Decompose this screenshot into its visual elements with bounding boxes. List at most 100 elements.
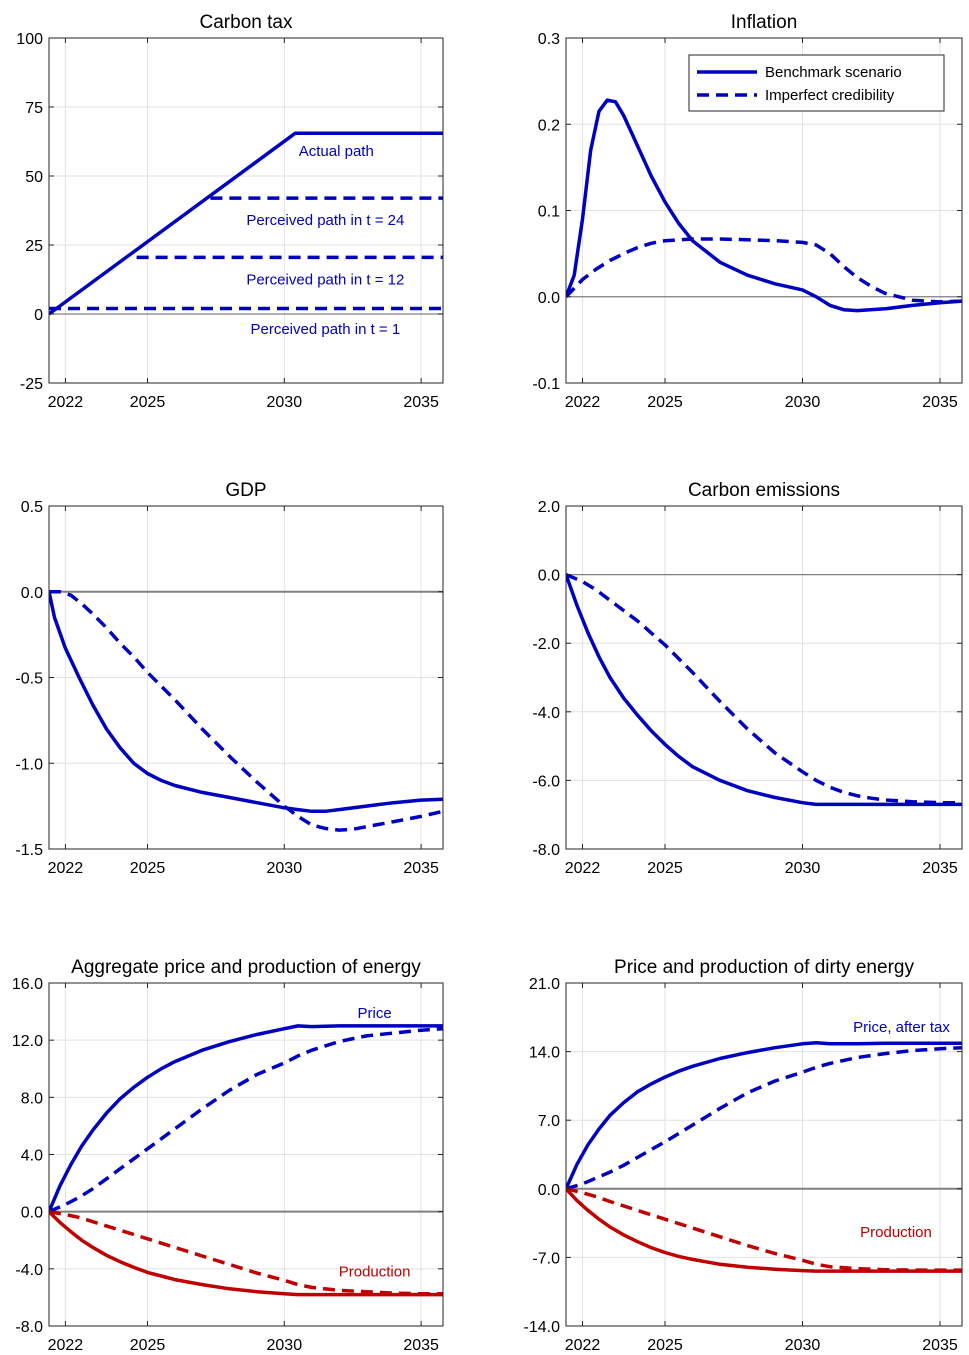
chart-title: Inflation: [731, 12, 798, 33]
legend-label: Benchmark scenario: [765, 64, 902, 81]
series-line-production-benchmark: [566, 1187, 962, 1273]
series-line-price-benchmark: [49, 1024, 443, 1213]
series-line-benchmark: [49, 591, 443, 814]
x-tick-label: 2022: [48, 860, 84, 877]
annotation-label: Production: [860, 1224, 932, 1241]
legend: Benchmark scenario Imperfect credibility: [688, 54, 945, 112]
x-tick-label: 2030: [785, 860, 821, 877]
chart-title: Carbon emissions: [688, 480, 840, 501]
series-line-production-benchmark: [49, 1210, 443, 1297]
annotation-label: Perceived path in t = 12: [246, 272, 404, 289]
x-tick-label: 2025: [130, 860, 166, 877]
axes-frame: [48, 37, 444, 384]
x-tick-label: 2022: [565, 1337, 601, 1354]
y-tick-label: -1.0: [15, 756, 43, 773]
series-line-imperfect: [49, 590, 443, 832]
chart-title: GDP: [225, 480, 266, 501]
y-tick-label: 0.0: [538, 568, 560, 585]
series-line-benchmark: [566, 574, 962, 807]
plot-area: [49, 38, 443, 383]
y-tick-label: -6.0: [532, 773, 560, 790]
annotation-label: Price, after tax: [853, 1019, 950, 1036]
x-tick-label: 2022: [565, 394, 601, 411]
series-line-actual: [49, 131, 443, 316]
axes-frame: [565, 505, 963, 850]
x-tick-label: 2022: [565, 860, 601, 877]
y-tick-label: 0.3: [538, 31, 560, 48]
chart-title: Aggregate price and production of energy: [71, 957, 421, 978]
y-tick-label: -2.0: [532, 636, 560, 653]
y-tick-label: -7.0: [532, 1250, 560, 1267]
x-tick-label: 2030: [267, 394, 303, 411]
x-tick-label: 2025: [647, 394, 683, 411]
y-tick-label: 0.0: [21, 1205, 43, 1222]
x-tick-label: 2030: [267, 1337, 303, 1354]
panel-dirty-energy: 2022 2025 2030 2035 -14.0 -7.0 0.0 7.0 14.0 21.0 P…: [524, 957, 963, 1354]
y-tick-label: 0.5: [21, 499, 43, 516]
y-tick-label: 0.0: [538, 1182, 560, 1199]
y-tick-label: 14.0: [529, 1045, 560, 1062]
x-tick-label: 2025: [130, 394, 166, 411]
panel-aggregate-energy: 2022 2025 2030 2035 -8.0 -4.0 0.0 4.0 8.0 12.0 16.…: [12, 957, 444, 1354]
series-line-imperfect: [566, 572, 962, 805]
x-tick-label: 2025: [647, 860, 683, 877]
series-line-production-imperfect: [49, 1209, 443, 1296]
y-tick-label: -25: [20, 376, 43, 393]
annotation-label: Production: [339, 1264, 411, 1281]
y-tick-label: -8.0: [15, 1319, 43, 1336]
y-tick-label: 0.0: [21, 585, 43, 602]
y-tick-label: 2.0: [538, 499, 560, 516]
series-line-imperfect: [566, 237, 962, 304]
x-tick-label: 2030: [267, 860, 303, 877]
y-tick-label: 50: [25, 169, 43, 186]
y-tick-label: -1.5: [15, 842, 43, 859]
series-line-production-imperfect: [566, 1187, 962, 1272]
y-tick-label: 8.0: [21, 1090, 43, 1107]
y-tick-label: -14.0: [524, 1319, 561, 1336]
annotation-label: Price: [358, 1005, 392, 1022]
annotation-label: Perceived path in t = 24: [246, 212, 404, 229]
series-line-price-imperfect: [49, 1026, 443, 1214]
x-tick-label: 2035: [922, 860, 958, 877]
x-tick-label: 2022: [48, 394, 84, 411]
y-tick-label: 12.0: [12, 1033, 43, 1050]
chart-title: Carbon tax: [200, 12, 293, 33]
y-tick-label: 21.0: [529, 976, 560, 993]
legend-box: [688, 54, 945, 112]
x-tick-label: 2025: [130, 1337, 166, 1354]
axes-frame: [565, 982, 963, 1327]
y-tick-label: -4.0: [532, 705, 560, 722]
annotation-label: Perceived path in t = 1: [251, 321, 401, 338]
x-tick-label: 2022: [48, 1337, 84, 1354]
x-tick-label: 2025: [647, 1337, 683, 1354]
y-tick-label: 16.0: [12, 976, 43, 993]
y-tick-label: 100: [16, 31, 43, 48]
y-tick-label: 75: [25, 100, 43, 117]
chart-title: Price and production of dirty energy: [614, 957, 914, 978]
panel-carbon-emissions: 2022 2025 2030 2035 -8.0 -6.0 -4.0 -2.0 0.0 2.0 Ca…: [532, 480, 963, 877]
y-tick-label: 0: [34, 307, 43, 324]
y-tick-label: 25: [25, 238, 43, 255]
x-tick-label: 2035: [922, 1337, 958, 1354]
y-tick-label: 0.1: [538, 204, 560, 221]
x-tick-label: 2035: [403, 394, 439, 411]
x-tick-label: 2035: [922, 394, 958, 411]
x-tick-label: 2030: [785, 394, 821, 411]
y-tick-label: 0.2: [538, 117, 560, 134]
y-tick-label: -8.0: [532, 842, 560, 859]
panel-inflation: 2022 2025 2030 2035 -0.1 0.0 0.1 0.2 0.3 Inflatio…: [532, 12, 963, 411]
series-line-price-benchmark: [566, 1041, 962, 1190]
x-tick-label: 2035: [403, 860, 439, 877]
x-tick-label: 2030: [785, 1337, 821, 1354]
y-tick-label: 7.0: [538, 1113, 560, 1130]
x-tick-label: 2035: [403, 1337, 439, 1354]
y-tick-label: 4.0: [21, 1148, 43, 1165]
plot-area: [566, 506, 962, 849]
y-tick-label: -0.1: [532, 376, 560, 393]
panel-gdp: 2022 2025 2030 2035 -1.5 -1.0 -0.5 0.0 0.5 GDP: [15, 480, 444, 877]
panel-carbon-tax: 2022 2025 2030 2035 -25 0 25 50 75 100 Carbon tax A…: [16, 12, 444, 411]
y-tick-label: -4.0: [15, 1262, 43, 1279]
y-tick-label: -0.5: [15, 671, 43, 688]
annotation-label: Actual path: [299, 143, 374, 160]
